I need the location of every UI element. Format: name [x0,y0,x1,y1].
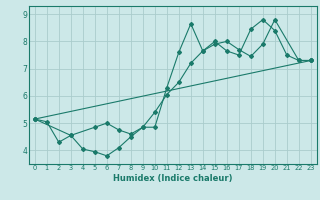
X-axis label: Humidex (Indice chaleur): Humidex (Indice chaleur) [113,174,233,183]
